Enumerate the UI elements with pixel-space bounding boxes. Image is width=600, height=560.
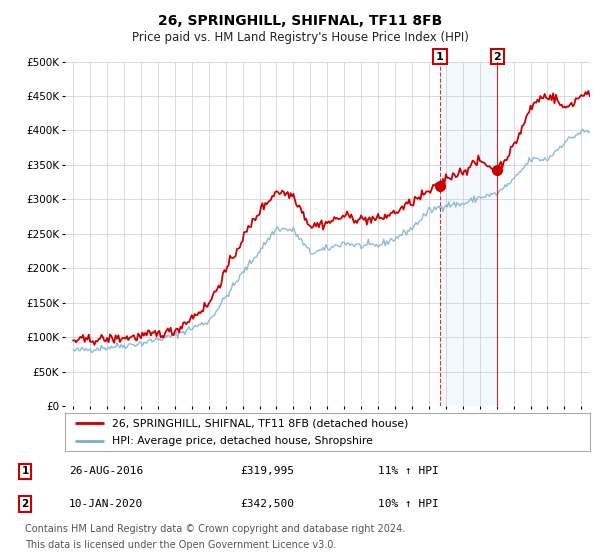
Text: 2: 2 [493, 52, 501, 62]
Bar [440, 62, 497, 406]
Text: £319,995: £319,995 [240, 466, 294, 477]
Text: 1: 1 [436, 52, 444, 62]
Text: HPI: Average price, detached house, Shropshire: HPI: Average price, detached house, Shro… [112, 436, 373, 446]
Text: Price paid vs. HM Land Registry's House Price Index (HPI): Price paid vs. HM Land Registry's House … [131, 31, 469, 44]
Text: 26, SPRINGHILL, SHIFNAL, TF11 8FB (detached house): 26, SPRINGHILL, SHIFNAL, TF11 8FB (detac… [112, 418, 409, 428]
Text: 26, SPRINGHILL, SHIFNAL, TF11 8FB: 26, SPRINGHILL, SHIFNAL, TF11 8FB [158, 14, 442, 28]
Text: 1: 1 [22, 466, 29, 477]
Text: 10% ↑ HPI: 10% ↑ HPI [378, 499, 439, 509]
Text: 26-AUG-2016: 26-AUG-2016 [69, 466, 143, 477]
Text: 10-JAN-2020: 10-JAN-2020 [69, 499, 143, 509]
Text: 2: 2 [22, 499, 29, 509]
Text: Contains HM Land Registry data © Crown copyright and database right 2024.: Contains HM Land Registry data © Crown c… [25, 524, 406, 534]
Text: This data is licensed under the Open Government Licence v3.0.: This data is licensed under the Open Gov… [25, 540, 337, 550]
Text: 11% ↑ HPI: 11% ↑ HPI [378, 466, 439, 477]
Text: £342,500: £342,500 [240, 499, 294, 509]
